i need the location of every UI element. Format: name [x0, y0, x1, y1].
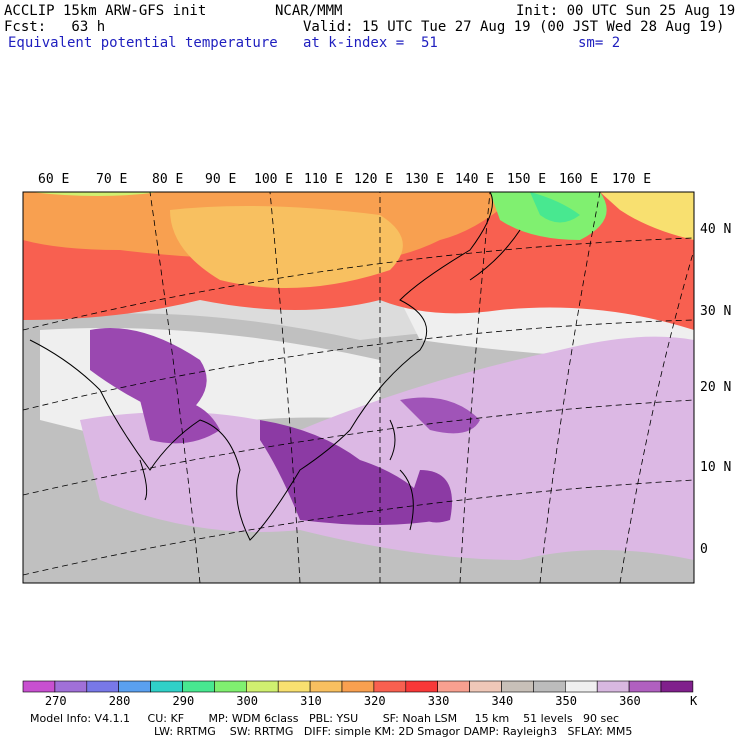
- colorbar-swatch: [246, 680, 279, 693]
- lat-label: 20 N: [700, 380, 732, 395]
- colorbar-swatch: [54, 680, 88, 693]
- colorbar-swatch: [437, 680, 470, 693]
- yellow-northeast: [600, 192, 694, 240]
- colorbar-swatch: [86, 680, 120, 693]
- map-field: [23, 192, 694, 583]
- colorbar-tick-label: 360: [619, 694, 641, 708]
- colorbar-swatch: [628, 680, 662, 693]
- colorbar: [22, 680, 694, 693]
- colorbar-tick-label: 280: [108, 694, 131, 708]
- lat-label: 30 N: [700, 304, 732, 319]
- lon-label: 160 E: [559, 172, 599, 187]
- footer-model-info: Model Info: V4.1.1 CU: KF MP: WDM 6class…: [30, 712, 620, 725]
- colorbar-swatch: [469, 680, 502, 693]
- colorbar-tick-label: 300: [236, 694, 258, 708]
- smoothing: sm= 2: [578, 35, 621, 51]
- colorbar-swatch: [660, 680, 694, 693]
- lon-label: 130 E: [405, 172, 445, 187]
- lon-label: 120 E: [354, 172, 394, 187]
- purple-india-north: [90, 328, 207, 420]
- lon-label: 170 E: [612, 172, 652, 187]
- level-index: at k-index = 51: [303, 35, 438, 51]
- lat-label: 10 N: [700, 460, 732, 475]
- colorbar-tick-label: 310: [300, 694, 322, 708]
- center-name: NCAR/MMM: [275, 3, 343, 19]
- lat-label: 40 N: [700, 222, 732, 237]
- lon-label: 100 E: [254, 172, 294, 187]
- field-name: Equivalent potential temperature: [8, 35, 278, 51]
- colorbar-swatch: [182, 680, 215, 693]
- colorbar-swatch: [405, 680, 438, 693]
- colorbar-tick-label: 350: [555, 694, 577, 708]
- lon-label: 60 E: [38, 172, 70, 187]
- colorbar-swatch: [373, 680, 407, 693]
- purple-philippines: [410, 470, 452, 523]
- colorbar-swatch: [341, 680, 375, 693]
- lon-label: 140 E: [455, 172, 495, 187]
- valid-time: Valid: 15 UTC Tue 27 Aug 19 (00 JST Wed …: [303, 19, 725, 35]
- coastlines: [29, 192, 521, 541]
- lon-label: 150 E: [507, 172, 547, 187]
- colorbar-swatch: [309, 680, 343, 693]
- init-time: Init: 00 UTC Sun 25 Aug 19: [516, 3, 736, 19]
- colorbar-swatch: [596, 680, 630, 693]
- colorbar-swatch: [564, 680, 598, 693]
- purple-philippine-sea: [400, 397, 480, 434]
- colorbar-tick-label: 270: [44, 694, 67, 708]
- yellow-green-northwest: [30, 192, 160, 196]
- colorbar-tick-label: 290: [172, 694, 195, 708]
- purple-bay-bengal: [140, 398, 220, 444]
- lon-label: 80 E: [152, 172, 184, 187]
- colorbar-swatch: [150, 680, 183, 693]
- colorbar-swatch: [118, 680, 151, 693]
- light-purple-region: [80, 336, 694, 560]
- lat-label: 0: [700, 542, 708, 557]
- colorbar-swatch: [22, 680, 56, 693]
- lon-label: 70 E: [96, 172, 128, 187]
- footer-physics-info: LW: RRTMG SW: RRTMG DIFF: simple KM: 2D …: [154, 725, 633, 738]
- light-orange-mongolia: [170, 206, 403, 288]
- colorbar-swatch: [214, 680, 247, 693]
- colorbar-tick-label: 320: [363, 694, 386, 708]
- map-frame: [22, 191, 695, 584]
- colorbar-unit: K: [690, 694, 698, 708]
- graticule: [23, 192, 694, 583]
- colorbar-swatch: [533, 680, 566, 693]
- lon-label: 110 E: [304, 172, 344, 187]
- colorbar-tick-label: 340: [491, 694, 514, 708]
- colorbar-tick-label: 330: [427, 694, 450, 708]
- forecast-hour: Fcst: 63 h: [4, 19, 106, 35]
- purple-south-china-sea: [260, 420, 440, 525]
- lon-label: 90 E: [205, 172, 237, 187]
- colorbar-swatch: [277, 680, 311, 693]
- green-core: [530, 192, 580, 223]
- colorbar-swatch: [501, 680, 534, 693]
- model-title: ACCLIP 15km ARW-GFS init: [4, 3, 207, 19]
